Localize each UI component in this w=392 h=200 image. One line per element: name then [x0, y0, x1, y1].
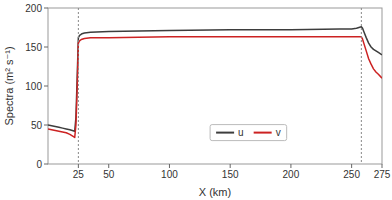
x-tick: [290, 164, 291, 168]
x-tick: [230, 164, 231, 168]
y-tick-label: 200: [25, 3, 42, 14]
y-tick-label: 0: [36, 159, 42, 170]
y-tick: [44, 47, 48, 48]
x-tick: [169, 164, 170, 168]
x-tick-label: 100: [161, 169, 178, 180]
y-tick: [44, 164, 48, 165]
x-axis-label: X (km): [199, 186, 231, 198]
line-series: [48, 27, 382, 132]
x-tick-label: 25: [73, 169, 85, 180]
y-tick-label: 150: [25, 42, 42, 53]
vertical-line: [361, 8, 362, 164]
chart: 25 50 100 150 200 250 275 0 50 100 150 200 X (km) Spe…: [0, 0, 392, 200]
x-tick: [351, 164, 352, 168]
y-axis-label: Spectra (m² s⁻¹): [3, 46, 15, 125]
x-tick-label: 200: [283, 169, 300, 180]
x-tick-label: 250: [343, 169, 360, 180]
x-tick-label: 275: [374, 169, 391, 180]
x-tick-label: 150: [222, 169, 239, 180]
plot-frame: [48, 8, 382, 164]
plot-area: [48, 8, 382, 164]
legend-frame: [210, 125, 287, 141]
y-tick-label: 100: [25, 81, 42, 92]
x-tick: [108, 164, 109, 168]
legend-label: v: [276, 127, 281, 138]
x-tick: [78, 164, 79, 168]
x-tick-label: 50: [103, 169, 115, 180]
y-tick: [44, 125, 48, 126]
y-tick: [44, 8, 48, 9]
vertical-line: [78, 8, 79, 164]
legend-swatch: [254, 132, 272, 134]
legend-swatch: [216, 132, 234, 134]
line-series: [48, 37, 382, 138]
legend: uv: [210, 125, 287, 141]
y-tick-label: 50: [31, 120, 43, 131]
y-tick: [44, 86, 48, 87]
x-tick: [382, 164, 383, 168]
legend-label: u: [238, 127, 244, 138]
